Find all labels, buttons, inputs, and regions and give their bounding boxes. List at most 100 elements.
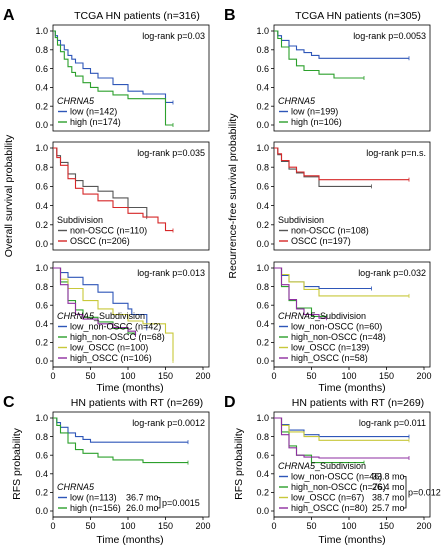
logrank-text: log-rank p=0.013 (137, 268, 205, 278)
logrank-text: log-rank p=0.0012 (132, 418, 205, 428)
legend-entry: non-OSCC (n=108) (291, 226, 369, 236)
y-tick-label: 0.6 (256, 450, 269, 460)
x-tick-label: 150 (379, 371, 394, 381)
x-axis-label: Time (months) (318, 382, 385, 394)
km-curve-high (274, 30, 364, 79)
y-tick-label: 0.6 (256, 64, 269, 74)
y-tick-label: 1.0 (256, 263, 269, 273)
km-curve-low-non-oscc (53, 267, 148, 329)
x-tick-label: 200 (416, 521, 431, 531)
y-tick-label: 0.2 (256, 101, 269, 111)
legend-entry: OSCC (n=206) (70, 236, 130, 246)
km-curve-low (274, 30, 409, 59)
median-value: 25.7 mo (372, 503, 405, 513)
panel-title: HN patients with RT (n=269) (71, 397, 203, 409)
x-axis-label: Time (months) (96, 534, 163, 546)
plot-frame (52, 24, 210, 132)
x-tick-label: 0 (271, 371, 276, 381)
y-tick-label: 0.8 (256, 432, 269, 442)
km-curve-high (53, 30, 173, 126)
legend-entry: low_OSCC (n=139) (291, 343, 369, 353)
y-tick-label: 0.6 (35, 450, 48, 460)
y-tick-label: 0.4 (256, 201, 269, 211)
legend-entry: low_non-OSCC (n=42) (70, 322, 161, 332)
y-tick-label: 0.4 (35, 201, 48, 211)
km-panel-a-top: 0.0 0.2 0.4 0.6 0.8 1.0 log-rank p=0.03 A TCGA H… (3, 7, 210, 132)
y-tick-label: 0.2 (35, 220, 48, 230)
y-axis-label-b: Recurrence-free survival probability (227, 113, 239, 279)
y-tick-label: 0.4 (256, 319, 269, 329)
legend-entry: high_non-OSCC (n=48) (291, 332, 386, 342)
x-tick-label: 200 (195, 371, 210, 381)
plot-frame (52, 141, 210, 251)
km-curve-non-oscc (274, 147, 372, 187)
y-tick-label: 0.0 (35, 120, 48, 130)
panel-letter: A (3, 7, 15, 24)
y-tick-label: 0.6 (35, 300, 48, 310)
y-tick-label: 0.8 (256, 282, 269, 292)
panel-title: TCGA HN patients (n=316) (74, 10, 200, 22)
legend-entry: non-OSCC (n=110) (70, 226, 147, 236)
panel-title: TCGA HN patients (n=305) (295, 10, 421, 22)
x-tick-label: 150 (379, 521, 394, 531)
legend-entry: low (n=199) (291, 107, 338, 117)
y-tick-label: 0.0 (256, 506, 269, 516)
median-value: 26.0 mo (126, 503, 159, 513)
km-panel-c: 0.0 0.2 0.4 0.6 0.8 1.0 0 50 100 150 200 log-rank p… (3, 394, 211, 531)
y-tick-label: 0.6 (256, 300, 269, 310)
legend-title: Subdivision (57, 215, 103, 225)
x-tick-label: 100 (120, 521, 135, 531)
legend-title: CHRNA5_Subdivision (57, 311, 145, 321)
y-tick-label: 0.0 (35, 356, 48, 366)
y-tick-label: 0.8 (35, 162, 48, 172)
y-tick-label: 1.0 (35, 26, 48, 36)
y-tick-label: 0.0 (35, 239, 48, 249)
y-tick-label: 0.8 (35, 432, 48, 442)
x-axis-label: Time (months) (318, 534, 385, 546)
x-tick-label: 200 (195, 521, 210, 531)
km-curve-low (53, 30, 173, 103)
y-tick-label: 0.6 (35, 64, 48, 74)
logrank-text: log-rank p=0.011 (359, 418, 426, 428)
median-pvalue: p=0.012 (408, 487, 441, 497)
km-panel-d: 0.0 0.2 0.4 0.6 0.8 1.0 0 50 100 150 200 log-rank p… (224, 394, 441, 531)
x-tick-label: 0 (50, 521, 55, 531)
legend-title: Subdivision (278, 215, 324, 225)
km-panel-a-bot: 0.0 0.2 0.4 0.6 0.8 1.0 0 50 100 150 200 log-rank p… (35, 261, 211, 381)
km-panel-b-mid: 0.0 0.2 0.4 0.6 0.8 1.0 log-rank p=n.s. Subdivi… (256, 141, 431, 251)
x-tick-label: 50 (85, 521, 95, 531)
y-tick-label: 0.2 (35, 101, 48, 111)
y-tick-label: 0.8 (35, 45, 48, 55)
logrank-text: log-rank p=0.0053 (353, 31, 426, 41)
legend-entry: high_OSCC (n=106) (70, 353, 152, 363)
y-tick-label: 0.8 (256, 162, 269, 172)
panel-letter: B (224, 7, 236, 24)
y-tick-label: 0.2 (256, 220, 269, 230)
y-axis-label-a: Overall survival probability (3, 134, 15, 257)
y-tick-label: 0.4 (35, 319, 48, 329)
y-axis-label-d: RFS probability (233, 427, 245, 500)
km-panel-a-mid: 0.0 0.2 0.4 0.6 0.8 1.0 log-rank p=0.035 Subdiv… (35, 141, 210, 251)
y-tick-label: 0.4 (35, 469, 48, 479)
logrank-text: log-rank p=0.03 (142, 31, 205, 41)
km-curve-high (53, 417, 188, 464)
y-tick-label: 0.8 (35, 282, 48, 292)
legend-entry: high (n=174) (70, 117, 121, 127)
y-tick-label: 1.0 (256, 413, 269, 423)
y-tick-label: 0.2 (35, 338, 48, 348)
km-curve-high-oscc (274, 417, 409, 459)
y-tick-label: 0.2 (256, 338, 269, 348)
median-value: 26.4 mo (372, 482, 405, 492)
median-bracket (403, 476, 407, 509)
km-curve-non-oscc (53, 147, 148, 218)
y-tick-label: 0.2 (256, 488, 269, 498)
plot-frame (273, 141, 431, 251)
logrank-text: log-rank p=0.035 (137, 148, 205, 158)
legend-entry: OSCC (n=197) (291, 236, 351, 246)
legend-entry: low_non-OSCC (n=60) (291, 322, 382, 332)
median-pvalue: p=0.0015 (162, 498, 200, 508)
legend-entry: high (n=106) (291, 117, 342, 127)
median-bracket (157, 497, 161, 509)
km-curve-low (53, 417, 188, 443)
x-tick-label: 0 (271, 521, 276, 531)
